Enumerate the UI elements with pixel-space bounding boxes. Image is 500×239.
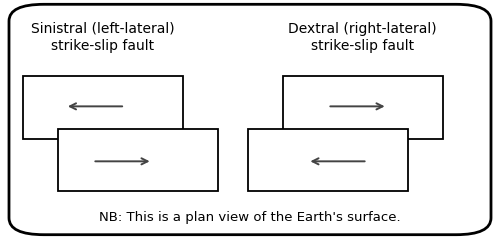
Bar — [248, 129, 408, 191]
Bar — [22, 76, 182, 139]
Bar — [282, 76, 442, 139]
Text: NB: This is a plan view of the Earth's surface.: NB: This is a plan view of the Earth's s… — [99, 211, 401, 224]
Text: Dextral (right-lateral)
strike-slip fault: Dextral (right-lateral) strike-slip faul… — [288, 22, 437, 53]
Bar — [58, 129, 218, 191]
FancyBboxPatch shape — [9, 4, 491, 235]
Text: Sinistral (left-lateral)
strike-slip fault: Sinistral (left-lateral) strike-slip fau… — [30, 22, 174, 53]
